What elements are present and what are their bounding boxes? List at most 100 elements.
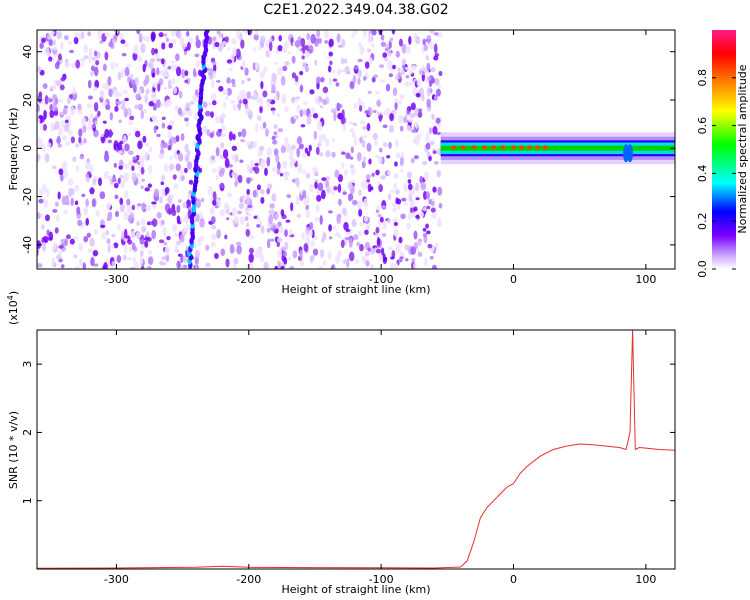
spectrogram-cell: [235, 48, 241, 59]
spectrogram-cell: [301, 232, 306, 241]
spectrogram-cell: [180, 133, 185, 141]
spectrogram-cell: [320, 76, 325, 83]
spectrogram-cell: [37, 93, 43, 104]
spectrogram-cell: [413, 230, 418, 240]
spectrogram-cell: [327, 250, 332, 260]
spectrogram-cell: [400, 213, 406, 220]
spectrogram-cell: [148, 60, 154, 70]
spectrogram-cell: [284, 106, 290, 112]
spectrogram-cell: [170, 136, 176, 141]
spectrogram-cell: [132, 156, 138, 161]
spectrogram-cell: [144, 142, 150, 148]
spectrogram-cell: [330, 69, 336, 74]
spectrogram-cell: [350, 164, 355, 169]
spectrogram-cell: [351, 32, 355, 38]
spectrogram-cell: [69, 49, 74, 54]
spectrogram-cell: [359, 243, 364, 252]
spectrogram-cell: [151, 201, 157, 205]
spectrogram-cell: [163, 68, 169, 78]
spectrogram-cell: [87, 95, 93, 100]
spectrogram-cell: [184, 70, 189, 77]
spectrogram-cell: [247, 30, 253, 36]
spectrogram-cell: [113, 162, 118, 168]
spectrogram-cell: [117, 150, 123, 155]
spectrogram-cell: [230, 99, 236, 104]
spectrogram-cell: [79, 155, 85, 159]
spectrogram-cell: [247, 204, 253, 209]
spectrogram-cell: [168, 42, 174, 49]
spectrogram-cell: [379, 79, 386, 84]
spectrogram-cell: [428, 127, 433, 134]
spectrogram-cell: [212, 191, 217, 201]
spectrogram-cell: [427, 76, 432, 81]
spectrogram-cell: [425, 191, 430, 200]
spectrogram-cell: [344, 169, 348, 177]
spectrogram-cell: [139, 239, 145, 245]
spectrogram-cell: [280, 262, 285, 266]
y-tick-label: 0: [21, 145, 34, 152]
spectrogram-cell: [140, 166, 145, 175]
spectrogram-cell: [401, 64, 406, 70]
spectrogram-cell: [392, 201, 397, 208]
spectrogram-cell: [216, 229, 221, 239]
spectrogram-cell: [169, 119, 175, 127]
spectrogram-cell: [37, 155, 41, 160]
spectrogram-cell: [169, 155, 173, 161]
spectrogram-cell: [37, 263, 43, 268]
spectrogram-cell: [276, 237, 283, 243]
spectrogram-cell: [78, 136, 82, 144]
spectrogram-cell: [114, 194, 119, 200]
spectrogram-cell: [126, 204, 132, 213]
spectrogram-cell: [416, 248, 420, 253]
spectrogram-cell: [273, 61, 278, 66]
spectrogram-cell: [37, 66, 42, 73]
spectrogram-cell: [133, 44, 139, 55]
spectrogram-cell: [194, 112, 198, 121]
spectrogram-cell: [219, 183, 225, 189]
spectrogram-cell: [99, 40, 104, 44]
spectrogram-cell: [236, 244, 242, 255]
spectrogram-cell: [371, 43, 375, 48]
spectrogram-cell: [119, 203, 125, 213]
spectrogram-cell: [366, 142, 372, 152]
spectrogram-cell: [534, 145, 540, 150]
spectrogram-cell: [350, 146, 355, 154]
spectrogram-cell: [375, 226, 380, 234]
spectrogram-cell: [248, 247, 255, 254]
spectrogram-cell: [69, 105, 76, 116]
spectrogram-cell: [233, 257, 239, 265]
spectrogram-cell: [270, 90, 277, 94]
spectrogram-cell: [342, 191, 347, 196]
spectrogram-cell: [407, 183, 413, 191]
spectrogram-cell: [415, 214, 420, 219]
spectrogram-cell: [246, 177, 251, 184]
spectrogram-cell: [359, 120, 366, 125]
spectrogram-cell: [75, 165, 80, 173]
spectrogram-cell: [44, 95, 49, 105]
spectrogram-cell: [333, 186, 338, 191]
spectrogram-cell: [176, 240, 181, 246]
spectrogram-cell: [256, 215, 261, 222]
spectrogram-cell: [39, 213, 44, 217]
spectrogram-cell: [338, 44, 343, 48]
spectrogram-cell: [318, 265, 323, 269]
spectrogram-cell: [391, 250, 396, 259]
spectrogram-cell: [385, 107, 391, 114]
spectrogram-cell: [220, 248, 226, 257]
spectrogram-cell: [158, 239, 165, 244]
spectrogram-cell: [435, 117, 441, 124]
spectrogram-cell: [336, 213, 342, 219]
spectrogram-cell: [410, 102, 416, 111]
spectrogram-cell: [108, 131, 114, 136]
spectrogram-cell: [38, 198, 44, 204]
spectrogram-cell: [336, 104, 342, 109]
spectrogram-cell: [170, 60, 176, 64]
spectrogram-cell: [108, 41, 114, 48]
spectrogram-cell: [227, 47, 231, 51]
spectrogram-cell: [252, 140, 258, 148]
spectrogram-cell: [91, 198, 97, 208]
spectrogram-y-ticks: -40 -20 0 20 40: [21, 45, 675, 254]
spectrogram-cell: [114, 62, 119, 68]
spectrogram-cell: [384, 43, 389, 49]
spectrogram-cell: [127, 76, 131, 83]
